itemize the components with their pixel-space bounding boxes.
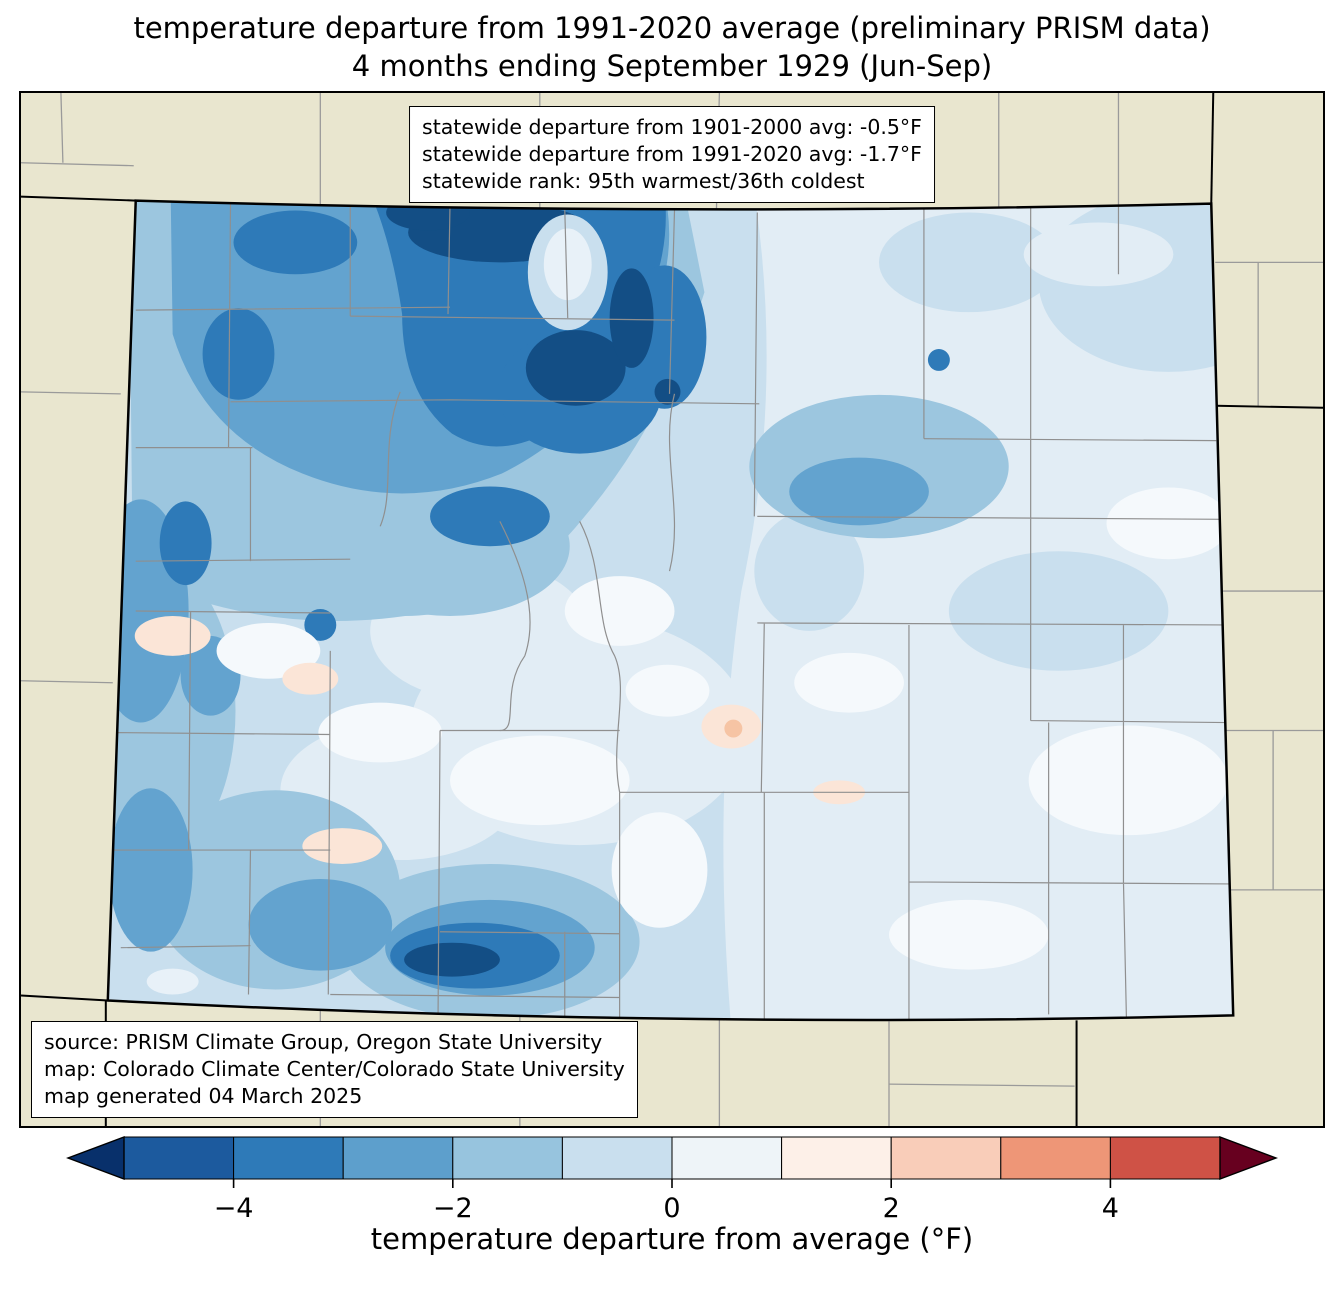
figure-title: temperature departure from 1991-2020 ave… bbox=[0, 0, 1344, 85]
colorbar: −4 −2 0 2 4 temperature departure from avera… bbox=[62, 1134, 1282, 1256]
source-line-3: map generated 04 March 2025 bbox=[44, 1083, 363, 1108]
colorbar-axis-label: temperature departure from average (°F) bbox=[370, 1222, 974, 1257]
colorbar-segment bbox=[233, 1136, 344, 1180]
colorado-map-svg bbox=[21, 93, 1323, 1127]
stats-box: statewide departure from 1901-2000 avg: … bbox=[409, 106, 935, 204]
source-line-1: source: PRISM Climate Group, Oregon Stat… bbox=[44, 1030, 603, 1055]
colorbar-segment bbox=[1000, 1136, 1111, 1180]
map-canvas: statewide departure from 1901-2000 avg: … bbox=[19, 91, 1325, 1129]
colorbar-tick-label: 4 bbox=[1102, 1193, 1119, 1222]
colorbar-segment bbox=[123, 1136, 235, 1180]
colorbar-svg: −4 −2 0 2 4 bbox=[66, 1136, 1278, 1222]
colorbar-segment bbox=[342, 1136, 454, 1180]
colorbar-segment bbox=[671, 1136, 783, 1180]
source-box: source: PRISM Climate Group, Oregon Stat… bbox=[31, 1021, 638, 1119]
colorbar-segment bbox=[890, 1136, 1002, 1180]
colorbar-right-arrow bbox=[1219, 1136, 1278, 1181]
colorbar-tick-label: 2 bbox=[883, 1193, 900, 1222]
colorbar-tick-label: 0 bbox=[663, 1193, 680, 1222]
colorbar-segment bbox=[1109, 1136, 1221, 1180]
temperature-fill-regions bbox=[107, 200, 1234, 1021]
title-line-2: 4 months ending September 1929 (Jun-Sep) bbox=[351, 48, 993, 83]
stats-line-2: statewide departure from 1991-2020 avg: … bbox=[422, 142, 922, 167]
colorbar-segment bbox=[452, 1136, 563, 1180]
county-lines bbox=[107, 200, 1231, 1020]
source-line-2: map: Colorado Climate Center/Colorado St… bbox=[44, 1057, 625, 1082]
colorbar-tick-label: −2 bbox=[433, 1193, 473, 1222]
colorbar-left-arrow bbox=[66, 1136, 125, 1181]
state-border bbox=[106, 199, 1235, 1022]
title-line-1: temperature departure from 1991-2020 ave… bbox=[133, 11, 1211, 45]
stats-line-3: statewide rank: 95th warmest/36th coldes… bbox=[422, 168, 865, 193]
colorbar-tick-label: −4 bbox=[214, 1193, 254, 1222]
colorbar-segment bbox=[781, 1136, 892, 1180]
colorbar-segment bbox=[561, 1136, 673, 1180]
stats-line-1: statewide departure from 1901-2000 avg: … bbox=[422, 115, 922, 140]
